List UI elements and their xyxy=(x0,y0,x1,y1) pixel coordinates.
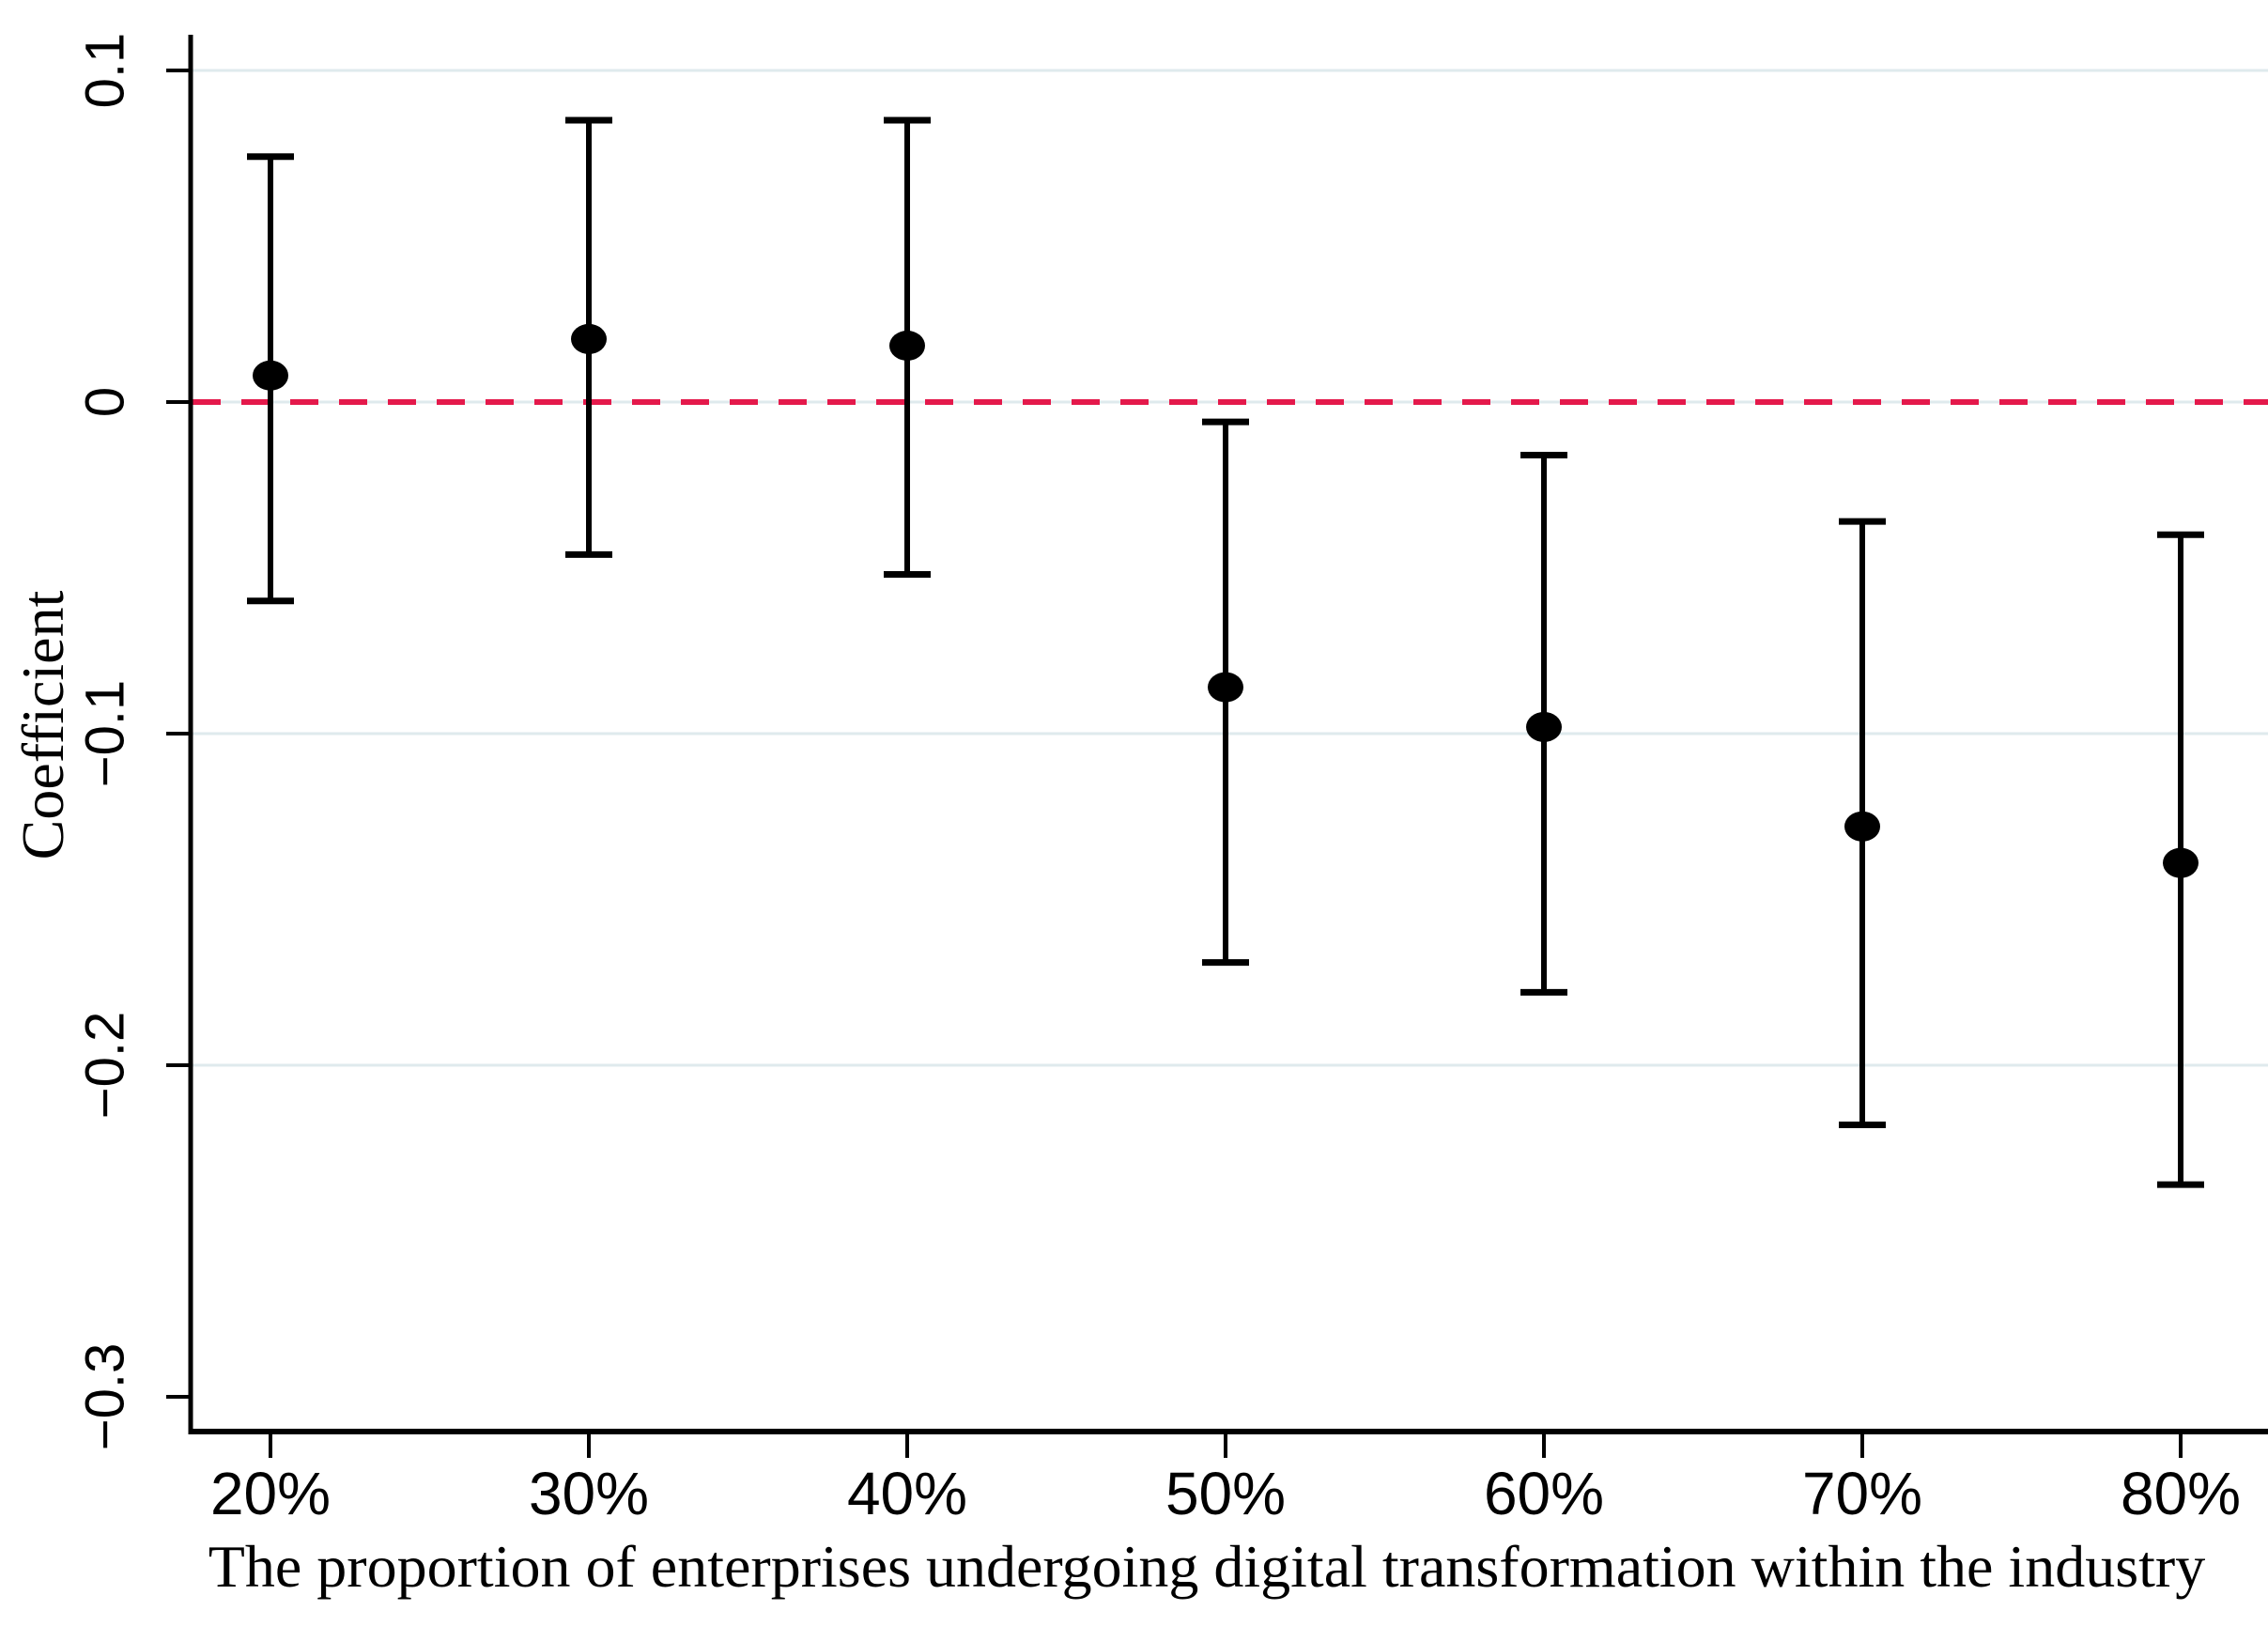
x-tick-label: 40% xyxy=(847,1460,967,1527)
point-marker xyxy=(2163,847,2199,878)
point-marker xyxy=(1844,811,1880,842)
point-marker xyxy=(1526,711,1562,742)
x-tick-label: 20% xyxy=(210,1460,331,1527)
y-tick-label: 0.1 xyxy=(75,33,136,109)
x-tick-label: 60% xyxy=(1484,1460,1604,1527)
point-marker xyxy=(889,330,925,361)
x-tick-label: 30% xyxy=(529,1460,649,1527)
y-tick-label: −0.1 xyxy=(75,680,136,788)
y-tick-label: −0.3 xyxy=(75,1343,136,1451)
point-marker xyxy=(1208,672,1243,703)
y-tick-label: 0 xyxy=(75,387,136,417)
x-tick-label: 50% xyxy=(1165,1460,1286,1527)
x-tick-label: 80% xyxy=(2121,1460,2241,1527)
y-axis-title: Coefficient xyxy=(9,590,76,860)
y-tick-label: −0.2 xyxy=(75,1012,136,1120)
x-tick-label: 70% xyxy=(1802,1460,1922,1527)
point-marker xyxy=(253,360,288,391)
x-axis-title: The proportion of enterprises undergoing… xyxy=(208,1533,2206,1600)
point-marker xyxy=(571,323,607,354)
